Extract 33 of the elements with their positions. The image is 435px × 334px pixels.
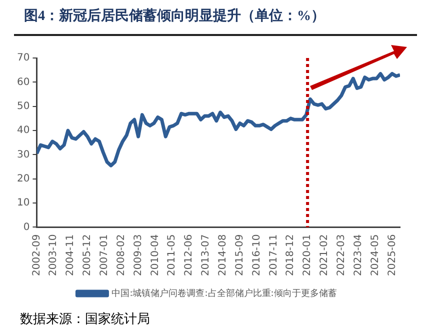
legend-label: 中国:城镇储户问卷调查:占全部储户比重:倾向于更多储蓄 xyxy=(112,288,337,299)
x-tick-label: 2007-01 xyxy=(99,234,110,276)
x-tick-label: 2010-04 xyxy=(150,234,161,276)
x-tick-label: 2005-12 xyxy=(82,234,94,276)
y-tick-label: 20 xyxy=(16,173,30,184)
x-tick-label: 2023-04 xyxy=(352,234,364,276)
x-tick-label: 2016-10 xyxy=(251,234,262,276)
y-tick-label: 40 xyxy=(16,125,30,136)
x-tick-label: 2018-12 xyxy=(285,234,296,276)
x-tick-label: 2015-09 xyxy=(234,234,246,276)
x-tick-label: 2024-05 xyxy=(370,234,381,276)
x-tick-label: 2004-11 xyxy=(65,234,76,276)
y-tick-label: 70 xyxy=(16,52,30,64)
x-tick-label: 2013-07 xyxy=(200,234,212,276)
x-tick-label: 2003-10 xyxy=(48,234,60,276)
y-tick-label: 60 xyxy=(16,76,30,88)
x-tick-label: 2021-02 xyxy=(319,234,330,276)
x-tick-label: 2014-08 xyxy=(218,234,229,276)
x-tick-label: 2022-03 xyxy=(336,234,347,276)
x-tick-label: 2017-11 xyxy=(268,234,280,276)
x-tick-label: 2002-09 xyxy=(31,234,42,276)
x-tick-label: 2008-02 xyxy=(116,234,127,276)
source-note: 数据来源：国家统计局 xyxy=(20,310,150,328)
x-tick-label: 2012-06 xyxy=(184,234,195,276)
chart-title: 图4：新冠后居民储蓄倾向明显提升（单位：%） xyxy=(24,7,325,25)
y-tick-label: 30 xyxy=(16,149,30,160)
y-tick-label: 50 xyxy=(16,100,30,112)
x-tick-label: 2025-06 xyxy=(386,234,398,276)
y-tick-label: 10 xyxy=(16,198,30,209)
x-tick-label: 2009-03 xyxy=(132,234,144,276)
x-tick-label: 2011-05 xyxy=(166,234,178,276)
x-tick-label: 2020-01 xyxy=(302,234,314,276)
y-tick-label: 0 xyxy=(23,222,30,233)
